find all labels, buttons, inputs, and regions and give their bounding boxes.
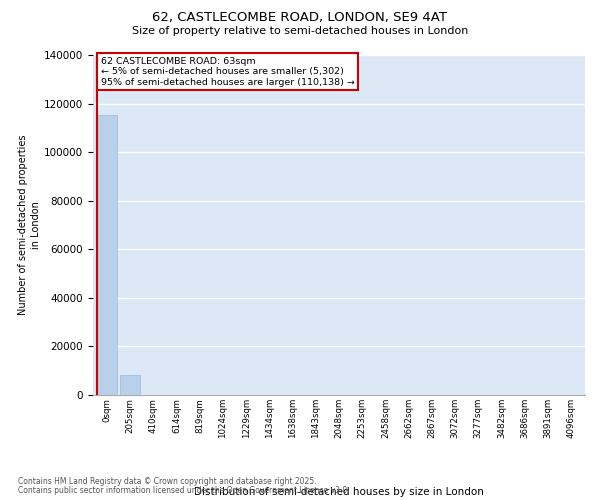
Text: Size of property relative to semi-detached houses in London: Size of property relative to semi-detach… [132, 26, 468, 36]
Y-axis label: Number of semi-detached properties
in London: Number of semi-detached properties in Lo… [18, 134, 41, 316]
Bar [97, 114, 117, 395]
Bar [120, 375, 140, 395]
Text: 62 CASTLECOMBE ROAD: 63sqm
← 5% of semi-detached houses are smaller (5,302)
95% : 62 CASTLECOMBE ROAD: 63sqm ← 5% of semi-… [101, 56, 355, 86]
Text: 62, CASTLECOMBE ROAD, LONDON, SE9 4AT: 62, CASTLECOMBE ROAD, LONDON, SE9 4AT [152, 11, 448, 24]
X-axis label: Distribution of semi-detached houses by size in London: Distribution of semi-detached houses by … [194, 487, 484, 497]
Text: Contains HM Land Registry data © Crown copyright and database right 2025.: Contains HM Land Registry data © Crown c… [18, 477, 317, 486]
Text: Contains public sector information licensed under the Open Government Licence v3: Contains public sector information licen… [18, 486, 350, 495]
